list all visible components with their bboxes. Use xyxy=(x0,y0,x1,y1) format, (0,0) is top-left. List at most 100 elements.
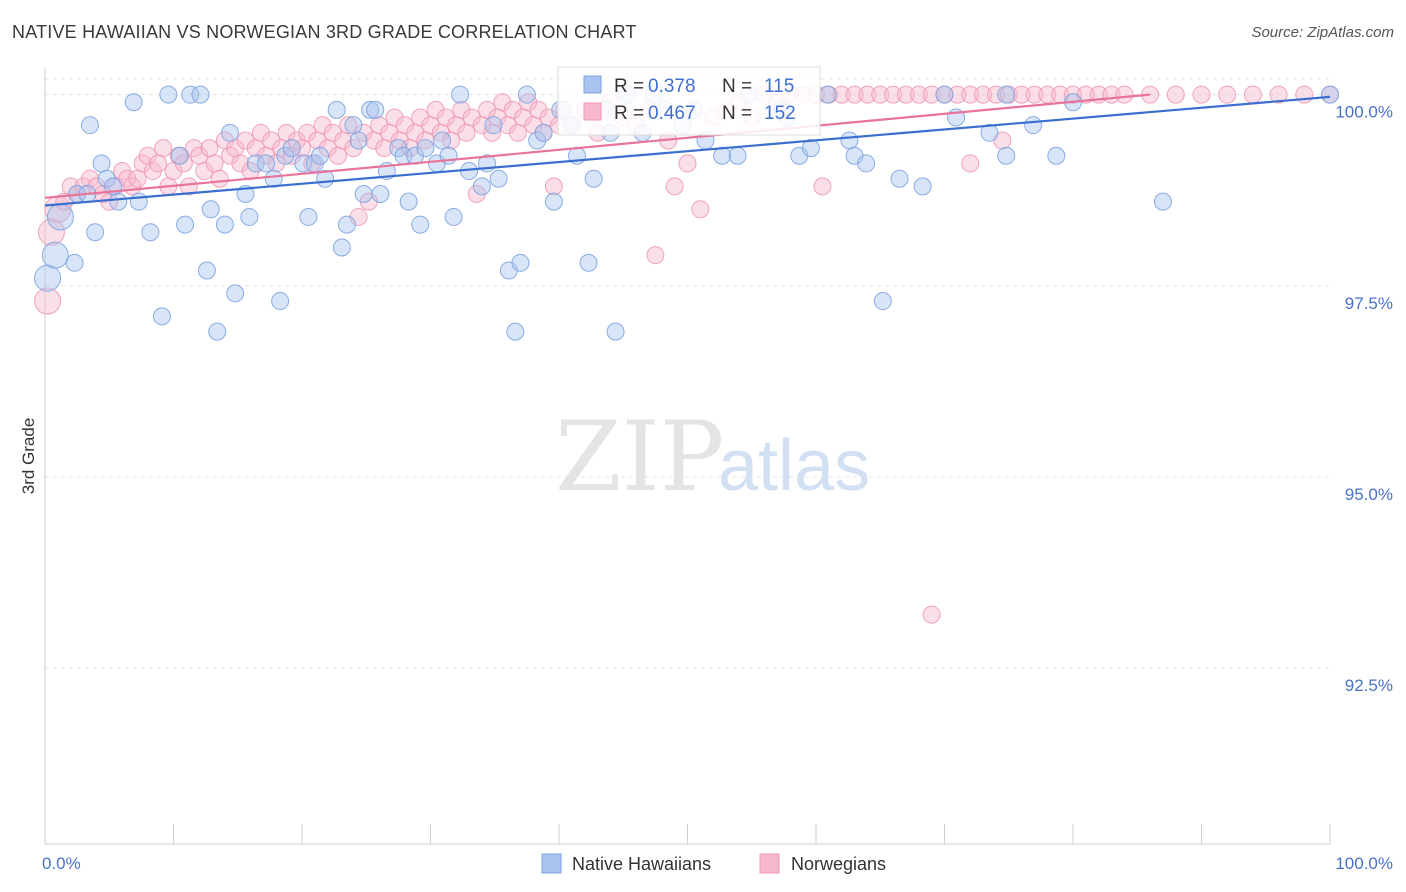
norwegians-point-88 xyxy=(503,100,522,119)
norwegians-point-65 xyxy=(385,108,404,127)
norwegians-point-125 xyxy=(884,85,903,104)
native-hawaiians-point-77 xyxy=(584,169,603,188)
norwegians-point-106 xyxy=(646,246,665,265)
norwegians-point-1 xyxy=(37,218,65,246)
native-hawaiians-point-64 xyxy=(484,116,503,135)
norwegians-point-31 xyxy=(210,169,229,188)
native-hawaiians-point-9 xyxy=(97,169,116,188)
source-label: Source: ZipAtlas.com xyxy=(1251,24,1394,41)
legend-label-norwegians: Norwegians xyxy=(791,854,886,874)
native-hawaiians-point-108 xyxy=(1047,146,1066,165)
legend-swatch-norwegians xyxy=(759,853,780,874)
norwegians-point-147 xyxy=(1218,85,1237,104)
native-hawaiians-point-52 xyxy=(399,192,418,211)
norwegians-point-86 xyxy=(493,93,512,112)
norwegians-point-28 xyxy=(195,162,214,181)
native-hawaiians-point-17 xyxy=(170,146,189,165)
trend-lines xyxy=(44,93,1331,207)
native-hawaiians-point-71 xyxy=(534,123,553,142)
norwegians-point-80 xyxy=(462,108,481,127)
native-hawaiians-point-41 xyxy=(332,238,351,257)
watermark-zip: ZIP xyxy=(555,401,724,513)
norwegians-point-133 xyxy=(986,85,1005,104)
stat-r-label-blue: R = xyxy=(614,76,644,97)
native-hawaiians-point-95 xyxy=(818,85,837,104)
norwegians-point-145 xyxy=(1166,85,1185,104)
norwegians-point-149 xyxy=(1269,85,1288,104)
stats-box-bg xyxy=(557,66,821,136)
x-tick-label-0: 0.0% xyxy=(42,854,81,873)
norwegians-point-109 xyxy=(678,154,697,173)
y-axis-label: 3rd Grade xyxy=(19,418,38,495)
native-hawaiians-point-38 xyxy=(310,146,329,165)
norwegians-point-154 xyxy=(961,154,980,173)
norwegians-point-15 xyxy=(128,169,147,188)
norwegians-point-35 xyxy=(231,154,250,173)
stats-box: R = 0.378 N = 115 R = 0.467 N = 152 xyxy=(557,66,821,136)
native-hawaiians-point-60 xyxy=(451,85,470,104)
native-hawaiians-point-15 xyxy=(152,307,171,326)
native-hawaiians-point-98 xyxy=(857,154,876,173)
norwegians-point-146 xyxy=(1192,85,1211,104)
norwegians-point-122 xyxy=(845,85,864,104)
series-norwegians-points xyxy=(34,85,1339,624)
stat-r-value-blue: 0.378 xyxy=(648,76,696,97)
norwegians-point-39 xyxy=(251,123,270,142)
native-hawaiians-point-72 xyxy=(544,192,563,211)
native-hawaiians-point-20 xyxy=(191,85,210,104)
native-hawaiians-point-30 xyxy=(257,154,276,173)
watermark: ZIP atlas xyxy=(555,401,870,513)
norwegians-point-143 xyxy=(1115,85,1134,104)
stat-n-value-pink: 152 xyxy=(764,103,796,124)
native-hawaiians-point-57 xyxy=(433,131,452,150)
native-hawaiians-point-55 xyxy=(416,139,435,158)
native-hawaiians-point-67 xyxy=(506,322,525,341)
trend-line-native-hawaiians xyxy=(44,95,1331,207)
norwegians-point-30 xyxy=(205,154,224,173)
native-hawaiians-point-69 xyxy=(517,85,536,104)
norwegians-point-20 xyxy=(154,139,173,158)
native-hawaiians-point-105 xyxy=(997,146,1016,165)
norwegians-point-93 xyxy=(529,100,548,119)
native-hawaiians-point-106 xyxy=(997,85,1016,104)
norwegians-point-62 xyxy=(370,116,389,135)
norwegians-point-126 xyxy=(896,85,915,104)
native-hawaiians-point-62 xyxy=(472,177,491,196)
native-hawaiians-point-22 xyxy=(201,200,220,219)
chart-title: NATIVE HAWAIIAN VS NORWEGIAN 3RD GRADE C… xyxy=(12,22,637,42)
native-hawaiians-point-100 xyxy=(890,169,909,188)
native-hawaiians-point-7 xyxy=(86,223,105,242)
norwegians-point-124 xyxy=(871,85,890,104)
native-hawaiians-point-33 xyxy=(276,146,295,165)
native-hawaiians-point-43 xyxy=(344,116,363,135)
norwegians-point-73 xyxy=(426,100,445,119)
norwegians-point-136 xyxy=(1025,85,1044,104)
norwegians-point-53 xyxy=(323,123,342,142)
norwegians-point-91 xyxy=(519,93,538,112)
native-hawaiians-point-2 xyxy=(46,203,74,231)
norwegians-point-132 xyxy=(974,85,993,104)
norwegians-point-131 xyxy=(961,85,980,104)
norwegians-point-36 xyxy=(236,131,255,150)
norwegians-point-127 xyxy=(909,85,928,104)
norwegians-point-75 xyxy=(436,108,455,127)
native-hawaiians-point-14 xyxy=(141,223,160,242)
trend-line-norwegians xyxy=(44,93,1151,199)
x-tick-label-1: 100.0% xyxy=(1335,854,1393,873)
y-tick-label-2: 97.5% xyxy=(1345,294,1393,313)
norwegians-point-130 xyxy=(948,85,967,104)
native-hawaiians-point-70 xyxy=(528,131,547,150)
native-hawaiians-point-76 xyxy=(579,253,598,272)
native-hawaiians-point-102 xyxy=(935,85,954,104)
norwegians-point-51 xyxy=(313,116,332,135)
stat-n-value-blue: 115 xyxy=(764,76,794,97)
native-hawaiians-point-40 xyxy=(327,100,346,119)
native-hawaiians-point-16 xyxy=(159,85,178,104)
native-hawaiians-point-8 xyxy=(92,154,111,173)
native-hawaiians-point-24 xyxy=(215,215,234,234)
stats-swatch-blue xyxy=(583,75,602,94)
native-hawaiians-point-46 xyxy=(361,100,380,119)
native-hawaiians-point-34 xyxy=(282,139,301,158)
native-hawaiians-point-111 xyxy=(1321,85,1339,104)
